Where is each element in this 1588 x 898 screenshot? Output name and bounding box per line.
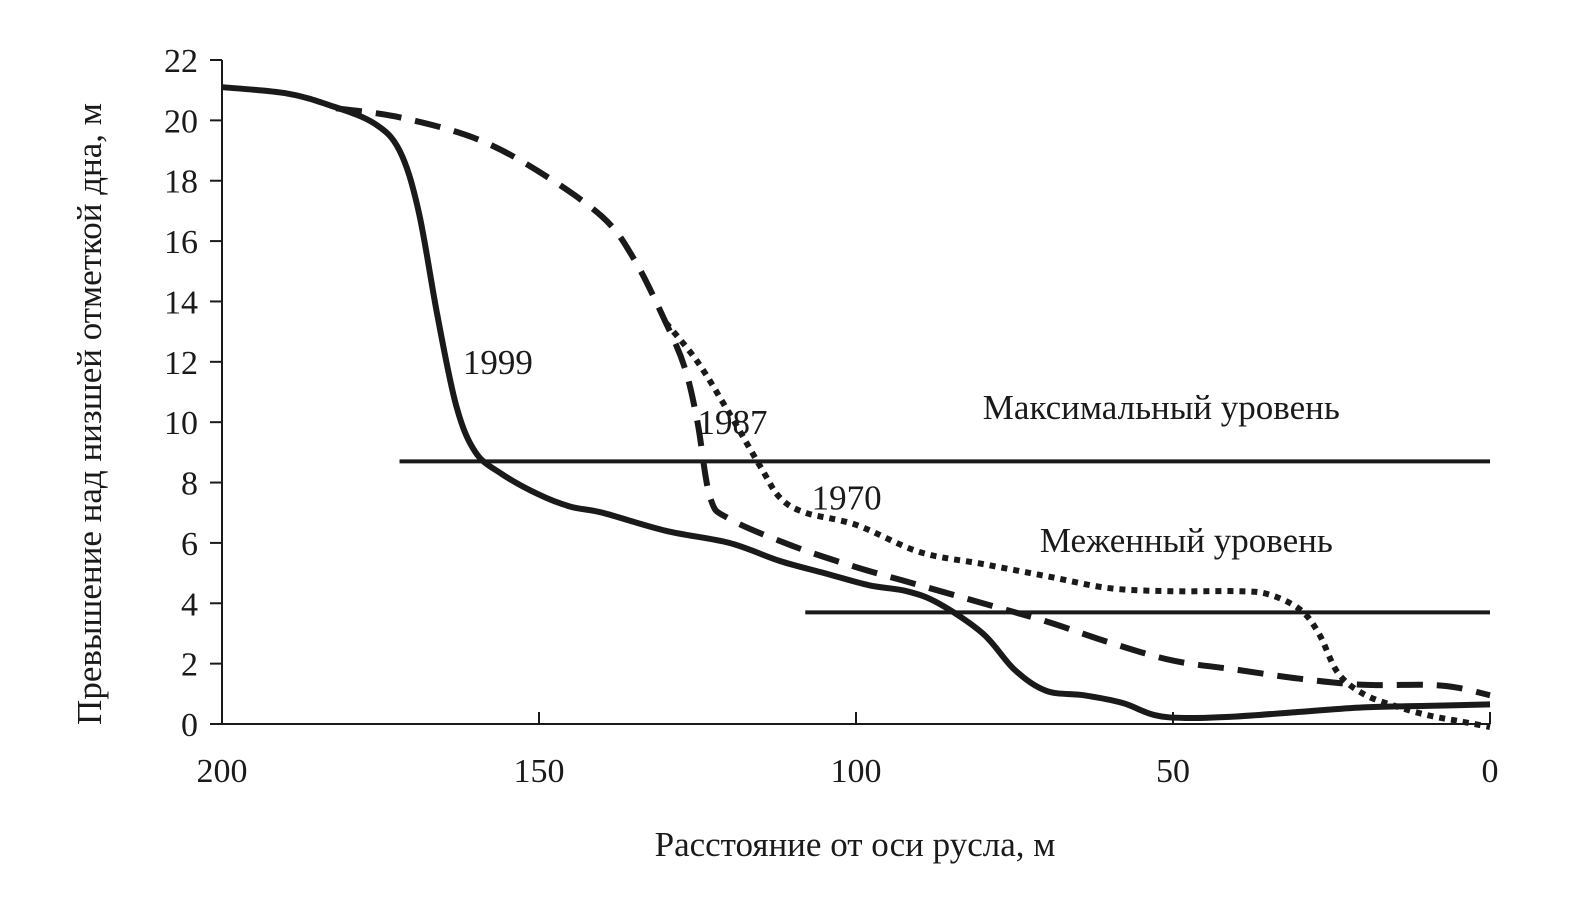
x-tick-label: 0: [1482, 753, 1499, 790]
annotation-label: 1999: [463, 343, 533, 382]
annotation-label: 1970: [812, 479, 882, 518]
y-tick-label: 10: [164, 405, 198, 442]
series-line-1999: [221, 84, 1491, 722]
x-tick-label: 50: [1156, 753, 1190, 790]
annotation-label: Максимальный уровень: [983, 388, 1340, 427]
series-line-1970: [663, 320, 1491, 730]
y-tick-label: 16: [164, 224, 198, 261]
x-tick-label: 100: [831, 753, 882, 790]
annotation-label: 1987: [698, 403, 768, 442]
series-line-1987: [335, 105, 1491, 699]
y-axis-title: Превышение над низшей отметкой дна, м: [70, 103, 109, 725]
x-tick-label: 200: [197, 753, 248, 790]
y-tick-label: 0: [181, 707, 198, 744]
y-tick-label: 22: [164, 43, 198, 80]
annotation-label: Меженный уровень: [1040, 521, 1333, 560]
x-axis-title: Расстояние от оси русла, м: [655, 825, 1056, 864]
y-tick-label: 20: [164, 103, 198, 140]
y-tick-label: 4: [181, 586, 198, 623]
plot-area: [221, 84, 1491, 730]
annotations: 1999 1987 1970 Максимальный уровень Меженный…: [463, 343, 1340, 560]
y-tick-label: 2: [181, 647, 198, 684]
y-tick-label: 18: [164, 164, 198, 201]
y-tick-label: 14: [164, 284, 198, 321]
y-tick-label: 12: [164, 345, 198, 382]
y-tick-label: 8: [181, 466, 198, 503]
y-tick-label: 6: [181, 526, 198, 563]
x-tick-label: 150: [514, 753, 565, 790]
ticks: 0 2 4 6 8 10 12 14 16 18 20 22 200 150 100 50 0: [164, 43, 1499, 790]
